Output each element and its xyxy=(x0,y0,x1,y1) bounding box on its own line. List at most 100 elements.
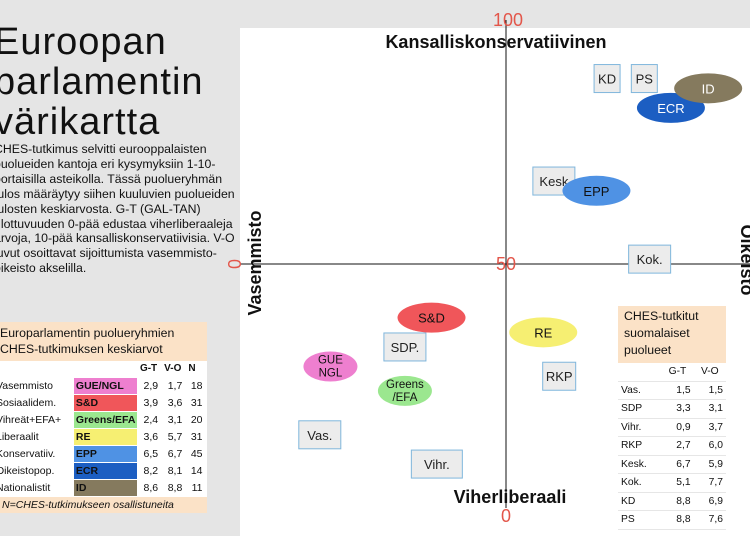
party-label: KD xyxy=(598,72,616,87)
eu-row-n: 20 xyxy=(190,414,203,426)
axis-label-left: Vasemmisto xyxy=(245,210,265,315)
eu-row-gt: 8,2 xyxy=(143,465,159,477)
eu-row-vo: 3,1 xyxy=(167,414,183,426)
eu-row-gt: 2,9 xyxy=(143,380,159,392)
fi-col-gt: G-T xyxy=(661,363,694,382)
fi-row-party: KD xyxy=(618,492,662,511)
party-label: SDP. xyxy=(391,340,420,355)
group-marker xyxy=(377,375,432,406)
page-title: Euroopan parlamentin värikartta xyxy=(0,21,204,143)
eu-row-group: EPP xyxy=(72,445,139,463)
fi-col-vo: V-O xyxy=(693,363,726,382)
group-marker xyxy=(509,317,578,348)
fi-table-header: CHES-tutkitut suomalaiset puolueet xyxy=(618,306,726,363)
fi-row-party: Vas. xyxy=(618,381,662,400)
fi-table-body: Vas. 1,5 1,5 SDP 3,3 3,1 Vihr. 0,9 3,7 RKP 2,7 6,0 K… xyxy=(618,381,726,530)
eu-table-row: Sosiaalidem. S&D 3,9 3,6 31 xyxy=(0,394,207,412)
fi-table-row: Vas. 1,5 1,5 xyxy=(618,381,726,400)
eu-col-gt: G-T xyxy=(139,363,158,375)
party-marker xyxy=(542,361,577,391)
party-label: Vas. xyxy=(307,428,332,443)
eu-row-n: 14 xyxy=(190,465,203,477)
party-label: PS xyxy=(636,72,654,87)
fi-row-party: Kok. xyxy=(618,473,662,493)
party-marker xyxy=(410,449,463,479)
fi-row-gt: 8,8 xyxy=(661,492,694,511)
fi-row-vo: 6,0 xyxy=(693,436,726,456)
description-text: CHES-tutkimus selvitti eurooppalaisten p… xyxy=(0,142,235,276)
eu-table-row: Nationalistit ID 8,6 8,8 11 xyxy=(0,479,207,497)
party-label: Kok. xyxy=(637,252,663,267)
fi-row-party: Kesk. xyxy=(618,455,662,474)
eu-row-label: Vihreät+EFA+ xyxy=(0,414,62,426)
fi-row-vo: 1,5 xyxy=(693,381,726,400)
fi-table-row: Kesk. 6,7 5,9 xyxy=(618,455,726,474)
eu-row-label: Oikeistopop. xyxy=(0,465,55,477)
axis-label-right: Oikeisto xyxy=(737,224,750,295)
eu-row-group: GUE/NGL xyxy=(72,377,139,395)
eu-row-gt: 6,5 xyxy=(143,448,159,460)
tick-label-top: 100 xyxy=(493,10,523,30)
eu-col-label xyxy=(0,361,73,378)
eu-row-gt: 3,6 xyxy=(143,431,159,443)
party-marker xyxy=(593,64,621,94)
eu-row-n: 11 xyxy=(191,482,203,494)
fi-row-party: SDP xyxy=(618,399,662,419)
party-marker xyxy=(630,64,658,94)
eu-groups-table: Europarlamentin puolueryhmien CHES-tutki… xyxy=(0,322,207,513)
eu-col-vo: V-O xyxy=(164,363,182,375)
fi-row-party: Vihr. xyxy=(618,418,662,437)
eu-row-gt: 2,4 xyxy=(143,414,159,426)
party-label: Vihr. xyxy=(424,457,450,472)
eu-row-vo: 3,6 xyxy=(167,397,183,409)
group-marker xyxy=(674,73,743,104)
fi-row-gt: 8,8 xyxy=(661,510,694,530)
eu-row-group: ID xyxy=(72,479,139,497)
fi-row-gt: 5,1 xyxy=(661,473,694,493)
eu-table-body: Vasemmisto GUE/NGL 2,9 1,7 18 Sosiaalidem. S&D… xyxy=(0,377,207,497)
fi-row-gt: 0,9 xyxy=(661,418,694,437)
group-marker xyxy=(303,351,358,382)
eu-table-row: Liberaalit RE 3,6 5,7 31 xyxy=(0,428,207,446)
eu-row-gt: 3,9 xyxy=(143,397,159,409)
eu-row-gt: 8,6 xyxy=(143,482,159,494)
eu-row-vo: 5,7 xyxy=(167,431,183,443)
group-label: RE xyxy=(534,325,552,340)
group-label: ECR xyxy=(657,101,684,116)
fi-row-party: RKP xyxy=(618,436,662,456)
party-marker xyxy=(628,244,672,274)
eu-row-vo: 1,7 xyxy=(167,380,183,392)
eu-row-label: Nationalistit xyxy=(0,482,51,494)
fi-table-row: SDP 3,3 3,1 xyxy=(618,399,726,419)
fi-row-gt: 1,5 xyxy=(661,381,694,400)
tick-label-center: 50 xyxy=(496,254,516,274)
eu-row-vo: 6,7 xyxy=(167,448,183,460)
eu-table-footnote: N=CHES-tutkimukseen osallistuneita xyxy=(0,497,207,513)
eu-table-row: Konservatiiv. EPP 6,5 6,7 45 xyxy=(0,445,207,463)
eu-table-column-row: G-T V-O N xyxy=(0,361,207,378)
eu-row-label: Vasemmisto xyxy=(0,380,53,392)
fi-row-vo: 7,6 xyxy=(693,510,726,530)
fi-col-party xyxy=(618,363,662,382)
tick-label-bottom: 0 xyxy=(501,506,511,526)
axis-label-top: Kansalliskonservatiivinen xyxy=(385,32,606,52)
eu-col-group xyxy=(73,361,138,378)
eu-table-grid: G-T V-O N Vasemmisto GUE/NGL 2,9 1,7 18 Sosia… xyxy=(0,361,207,497)
group-label: GUE NGL xyxy=(318,354,343,379)
eu-row-n: 45 xyxy=(190,448,203,460)
fi-table-row: KD 8,8 6,9 xyxy=(618,492,726,511)
party-marker xyxy=(383,332,427,362)
eu-row-group: RE xyxy=(72,428,139,446)
eu-table-row: Vihreät+EFA+ Greens/EFA 2,4 3,1 20 xyxy=(0,411,207,429)
fi-row-vo: 5,9 xyxy=(693,455,726,474)
group-marker xyxy=(397,302,466,333)
eu-row-vo: 8,1 xyxy=(167,465,183,477)
eu-row-group: S&D xyxy=(72,394,139,412)
fi-table-row: PS 8,8 7,6 xyxy=(618,510,726,530)
fi-table-row: RKP 2,7 6,0 xyxy=(618,436,726,456)
fi-table-column-row: G-T V-O xyxy=(618,363,726,382)
group-label: ID xyxy=(702,81,715,96)
eu-row-label: Liberaalit xyxy=(0,431,39,443)
eu-row-label: Sosiaalidem. xyxy=(0,397,57,409)
